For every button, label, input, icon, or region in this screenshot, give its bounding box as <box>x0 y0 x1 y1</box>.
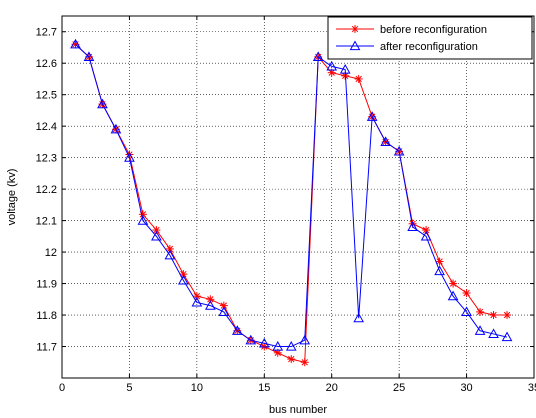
y-tick-label: 12.4 <box>36 121 57 133</box>
y-tick-label: 11.7 <box>36 342 57 354</box>
data-point-asterisk <box>152 226 161 235</box>
data-point-triangle <box>178 274 189 285</box>
x-tick-label: 5 <box>126 382 132 394</box>
y-tick-label: 12.2 <box>36 184 57 196</box>
data-point-asterisk <box>354 74 363 83</box>
data-point-asterisk <box>435 257 444 266</box>
data-point-triangle <box>393 145 405 156</box>
data-point-triangle <box>299 334 311 345</box>
legend-label: after reconfiguration <box>380 41 478 53</box>
data-point-triangle <box>353 312 365 323</box>
x-tick-label: 15 <box>258 382 270 394</box>
data-point-triangle <box>110 123 122 134</box>
data-point-triangle <box>258 337 270 348</box>
y-tick-label: 11.9 <box>36 279 57 291</box>
data-point-asterisk <box>192 292 201 301</box>
data-point-triangle <box>272 340 284 351</box>
y-tick-label: 12.3 <box>36 153 57 165</box>
data-point-asterisk <box>489 311 498 320</box>
data-point-triangle <box>380 136 392 147</box>
data-point-triangle <box>231 325 243 335</box>
data-point-triangle <box>488 328 499 339</box>
data-point-triangle <box>83 51 95 62</box>
data-point-triangle <box>366 111 378 121</box>
y-tick-label: 12.5 <box>36 90 57 102</box>
legend-label: before reconfiguration <box>380 24 487 36</box>
data-point-asterisk <box>287 355 296 364</box>
data-point-triangle <box>164 249 176 260</box>
y-tick-label: 12.7 <box>36 27 57 39</box>
data-point-triangle <box>407 221 418 232</box>
data-point-triangle <box>137 215 149 225</box>
data-point-triangle <box>420 230 432 241</box>
data-point-asterisk <box>327 68 336 77</box>
data-point-triangle <box>70 38 81 49</box>
legend: before reconfiguration after reconfigurat… <box>327 16 533 60</box>
data-point-triangle <box>191 296 203 307</box>
series-line <box>75 43 508 348</box>
y-tick-label: 11.8 <box>36 310 57 322</box>
data-point-triangle <box>97 98 108 109</box>
data-point-triangle <box>151 230 162 241</box>
y-axis-label: voltage (kv) <box>6 169 18 226</box>
data-point-triangle <box>447 290 459 301</box>
data-point-asterisk <box>273 348 282 357</box>
data-point-asterisk <box>449 279 458 288</box>
data-point-triangle <box>501 331 513 342</box>
series-triangle <box>70 38 513 351</box>
y-tick-label: 12.1 <box>36 216 57 228</box>
data-point-asterisk <box>462 289 471 298</box>
data-point-triangle <box>339 63 351 74</box>
x-tick-label: 30 <box>460 382 472 394</box>
legend-box <box>327 16 533 60</box>
data-point-asterisk <box>503 311 512 320</box>
data-point-triangle <box>245 334 257 345</box>
data-point-asterisk <box>351 25 359 33</box>
data-point-triangle <box>326 60 338 71</box>
data-point-triangle <box>312 51 324 62</box>
data-point-triangle <box>204 300 216 310</box>
data-point-asterisk <box>300 358 309 367</box>
x-tick-label: 0 <box>59 382 65 394</box>
data-point-triangle <box>434 265 445 276</box>
data-point-triangle <box>285 340 297 351</box>
x-tick-label: 20 <box>326 382 338 394</box>
x-tick-label: 35 <box>528 382 536 394</box>
plot-frame <box>61 15 535 379</box>
x-tick-label: 25 <box>393 382 405 394</box>
series-layer <box>70 38 513 367</box>
data-point-asterisk <box>476 307 485 316</box>
plot-area <box>62 16 534 378</box>
y-tick-label: 12 <box>45 247 57 259</box>
data-point-triangle <box>349 40 361 51</box>
data-point-triangle <box>124 152 135 162</box>
legend-item: after reconfiguration <box>336 40 478 53</box>
x-axis-label: bus number <box>269 404 327 416</box>
y-tick-label: 12.6 <box>36 58 57 70</box>
data-point-triangle <box>474 325 486 335</box>
data-point-triangle <box>461 306 472 316</box>
axis-ticks: 0 5 10 15 20 25 30 35 11.7 11.8 11.9 12 12.1 12.2 12.3… <box>36 16 536 394</box>
x-tick-label: 10 <box>191 382 203 394</box>
legend-item: before reconfiguration <box>336 24 487 36</box>
data-point-triangle <box>218 306 230 316</box>
